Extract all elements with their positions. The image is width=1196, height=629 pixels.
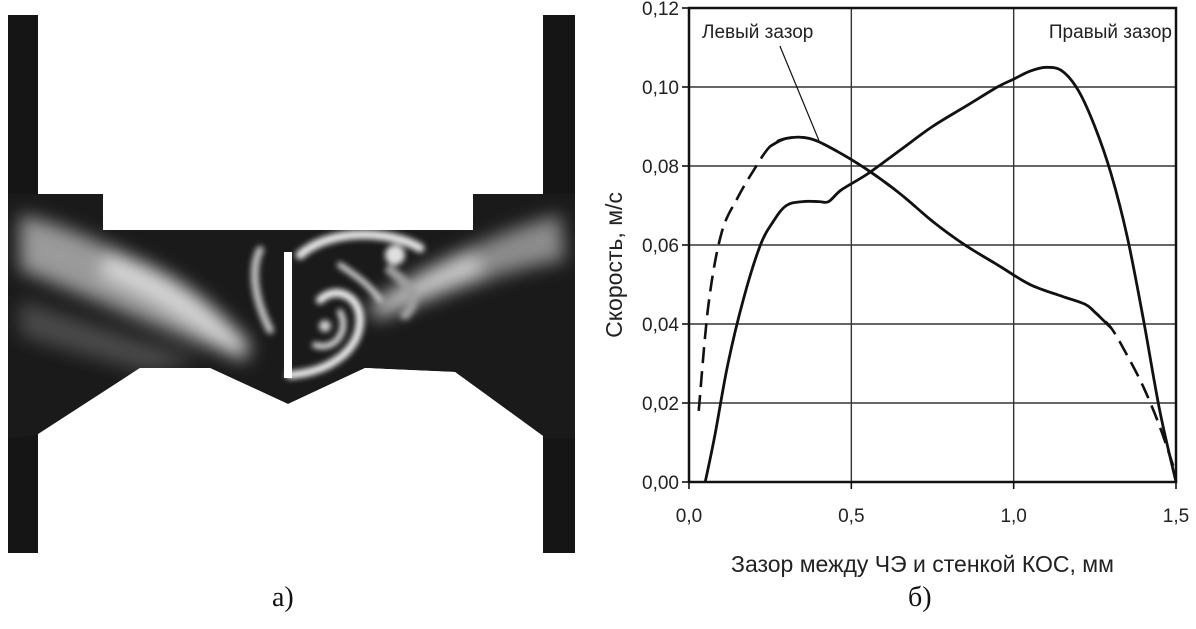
x-tick-label: 0,0 <box>676 506 702 527</box>
y-tick-label: 0,12 <box>642 0 679 20</box>
x-tick-label: 1,0 <box>1000 506 1026 527</box>
series-line-right-gap <box>703 65 1178 483</box>
upper-insert <box>38 15 543 230</box>
y-tick-label: 0,00 <box>642 473 679 494</box>
chart-grid <box>688 7 1177 483</box>
y-tick-label: 0,10 <box>642 78 679 99</box>
caption-left: а) <box>272 582 294 613</box>
y-tick-label: 0,04 <box>642 315 679 336</box>
plot-frame <box>687 6 1178 484</box>
sensing-element <box>284 252 292 378</box>
y-tick-label: 0,02 <box>642 394 679 415</box>
x-tick-label: 1,5 <box>1163 506 1189 527</box>
series-label-left-gap: Левый зазор <box>702 22 813 43</box>
y-axis-title: Скорость, м/с <box>601 192 627 338</box>
chart-series <box>697 65 1178 483</box>
x-axis-title: Зазор между ЧЭ и стенкой КОС, мм <box>731 551 1114 577</box>
series-label-right-gap: Правый зазор <box>1049 22 1172 43</box>
caption-right: б) <box>908 582 932 613</box>
lower-body <box>38 368 543 553</box>
flow-simulation-image <box>8 15 575 553</box>
y-tick-label: 0,06 <box>642 236 679 257</box>
y-tick-label: 0,08 <box>642 157 679 178</box>
x-tick-label: 0,5 <box>838 506 864 527</box>
chart-ticks: 0,0 0,5 1,0 1,5 0,00 0,02 0,04 0,06 0,08 0,10 0,12 <box>642 0 1189 527</box>
series-line-left-gap-dashed <box>697 135 1178 475</box>
label-leader-left-gap <box>779 45 820 141</box>
series-line-left-gap <box>769 135 1113 329</box>
